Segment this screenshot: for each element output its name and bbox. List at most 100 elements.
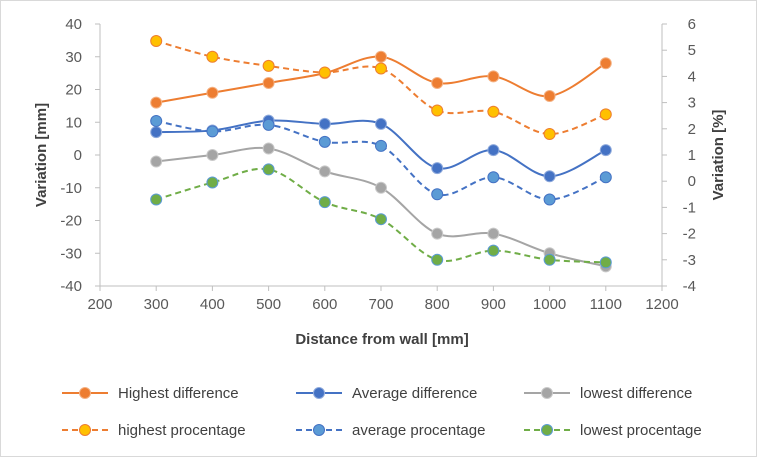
y-tick-label: 40 xyxy=(65,16,82,33)
data-point xyxy=(150,96,163,109)
data-point xyxy=(206,86,219,99)
legend: Highest difference Average difference lowe… xyxy=(62,385,702,439)
data-point xyxy=(543,193,556,206)
series-lowest-difference xyxy=(150,142,612,273)
data-point xyxy=(487,105,500,118)
data-point xyxy=(375,139,387,152)
data-point xyxy=(150,35,163,48)
data-point xyxy=(599,171,612,184)
data-point xyxy=(262,59,275,72)
y-tick-label: -30 xyxy=(60,245,82,262)
axes: 200 300 400 500 600 700 800 900 1000 1100 12004030… xyxy=(60,16,696,313)
x-tick-label: 700 xyxy=(368,296,393,313)
data-point xyxy=(487,244,500,257)
series-average-procentage xyxy=(150,114,612,206)
data-point xyxy=(206,125,219,138)
y2-tick-label: -1 xyxy=(683,199,696,216)
x-axis-title: Distance from wall [mm] xyxy=(295,331,468,348)
data-point xyxy=(375,213,387,226)
y2-tick-label: 5 xyxy=(688,42,696,59)
data-point xyxy=(487,227,500,240)
y-tick-label: 20 xyxy=(65,82,82,99)
y2-tick-label: 2 xyxy=(688,121,696,138)
data-point xyxy=(150,193,163,206)
legend-item-average-procentage: average procentage xyxy=(296,422,485,439)
y2-tick-label: -3 xyxy=(683,252,696,269)
legend-label: Highest difference xyxy=(118,385,239,402)
data-point xyxy=(262,76,275,89)
y-tick-label: 0 xyxy=(74,147,82,164)
legend-marker xyxy=(541,424,553,436)
y-tick-label: 30 xyxy=(65,49,82,66)
data-point xyxy=(487,171,500,184)
data-point xyxy=(318,196,331,209)
data-point xyxy=(262,118,275,131)
y-tick-label: 10 xyxy=(65,114,82,131)
data-point xyxy=(543,90,556,103)
legend-item-lowest-difference: lowest difference xyxy=(524,385,692,402)
data-point xyxy=(262,163,275,176)
data-point xyxy=(599,256,612,269)
series-average-difference xyxy=(150,114,612,183)
data-point xyxy=(599,144,612,157)
x-tick-label: 1000 xyxy=(533,296,566,313)
data-point xyxy=(431,104,444,117)
y2-tick-label: -2 xyxy=(683,226,696,243)
data-point xyxy=(543,170,556,183)
legend-label: lowest procentage xyxy=(580,422,702,439)
y-tick-label: -20 xyxy=(60,213,82,230)
x-tick-label: 500 xyxy=(256,296,281,313)
x-tick-label: 600 xyxy=(312,296,337,313)
x-tick-label: 1100 xyxy=(590,296,622,313)
legend-label: Average difference xyxy=(352,385,477,402)
legend-marker xyxy=(79,387,91,399)
series-line-average-difference xyxy=(156,119,607,178)
legend-label: highest procentage xyxy=(118,422,246,439)
y2-tick-label: 6 xyxy=(688,16,696,33)
y-axis-title: Variation [mm] xyxy=(33,103,50,207)
data-point xyxy=(150,114,163,127)
data-point xyxy=(487,144,500,157)
data-point xyxy=(318,117,331,130)
y2-tick-label: 1 xyxy=(688,147,696,164)
y2-axis-title: Variation [%] xyxy=(710,110,727,201)
legend-label: lowest difference xyxy=(580,385,692,402)
y-tick-label: -10 xyxy=(60,180,82,197)
data-point xyxy=(431,227,444,240)
x-tick-label: 800 xyxy=(425,296,450,313)
data-point xyxy=(431,76,444,89)
y2-tick-label: 3 xyxy=(688,95,696,112)
data-point xyxy=(543,128,556,141)
x-tick-label: 900 xyxy=(481,296,506,313)
data-point xyxy=(318,135,331,148)
data-point xyxy=(431,162,444,175)
data-point xyxy=(206,176,219,189)
data-point xyxy=(206,149,219,161)
data-point xyxy=(599,57,612,70)
y2-tick-label: -4 xyxy=(683,278,696,295)
y-tick-label: -40 xyxy=(60,278,82,295)
data-point xyxy=(375,62,387,75)
data-point xyxy=(431,188,444,201)
legend-marker xyxy=(79,424,91,436)
series-highest-difference xyxy=(150,50,612,109)
data-point xyxy=(150,126,163,139)
legend-item-highest-procentage: highest procentage xyxy=(62,422,246,439)
legend-marker xyxy=(313,387,325,399)
legend-marker xyxy=(313,424,325,436)
series-layer xyxy=(150,35,612,273)
x-tick-label: 300 xyxy=(144,296,169,313)
data-point xyxy=(375,117,387,130)
series-lowest-procentage xyxy=(150,163,612,269)
legend-marker xyxy=(541,387,553,399)
data-point xyxy=(375,181,387,194)
data-point xyxy=(318,165,331,178)
x-tick-label: 1200 xyxy=(645,296,678,313)
series-highest-procentage xyxy=(150,35,612,141)
legend-label: average procentage xyxy=(352,422,485,439)
legend-item-lowest-procentage: lowest procentage xyxy=(524,422,702,439)
data-point xyxy=(487,70,500,83)
x-tick-label: 400 xyxy=(200,296,225,313)
data-point xyxy=(599,108,612,121)
